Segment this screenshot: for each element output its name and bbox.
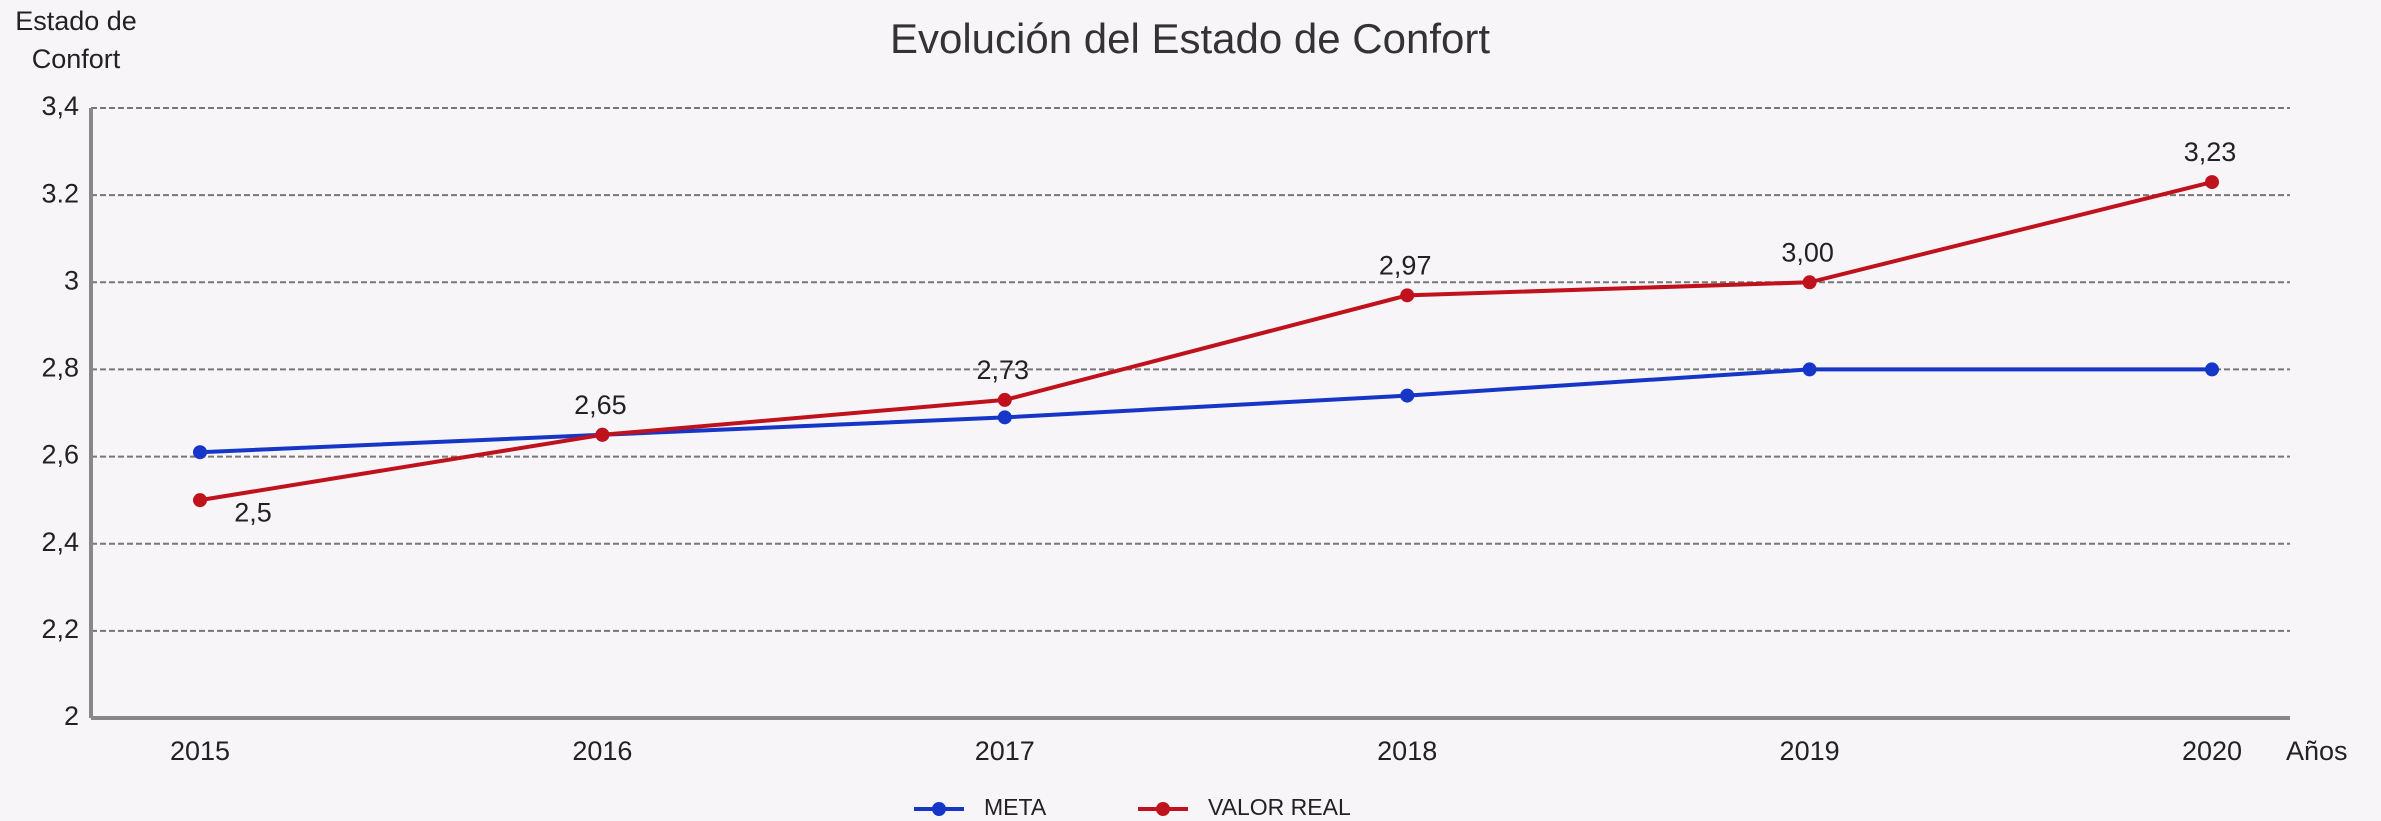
data-label: 2,5 (234, 497, 272, 527)
data-point (997, 392, 1012, 407)
y-tick-label: 2,4 (41, 527, 79, 557)
data-point (1802, 362, 1817, 377)
data-point (193, 493, 207, 508)
x-tick-label: 2018 (1377, 736, 1437, 766)
y-tick-label: 3 (64, 265, 79, 295)
y-tick-label: 2,2 (41, 614, 79, 644)
data-label: 2,97 (1379, 250, 1432, 280)
data-label: 3,23 (2184, 137, 2237, 167)
data-point (1400, 388, 1415, 403)
data-point (2205, 175, 2219, 190)
x-tick-label: 2017 (975, 736, 1035, 766)
data-point (595, 427, 610, 442)
y-tick-label: 2,8 (41, 353, 79, 383)
data-point (1400, 288, 1415, 303)
legend-label: VALOR REAL (1208, 794, 1351, 820)
data-point (193, 445, 207, 460)
x-axis-label: Años (2286, 736, 2348, 766)
x-tick-label: 2015 (170, 736, 230, 766)
legend-marker (932, 802, 946, 816)
series-line (199, 180, 2213, 503)
y-axis-label: Estado de Confort (15, 6, 137, 74)
x-tick-label: 2020 (2182, 736, 2242, 766)
legend-label: META (984, 794, 1047, 820)
data-label: 2,73 (977, 355, 1030, 385)
y-tick-label: 3.2 (41, 178, 79, 208)
data-point (997, 410, 1012, 425)
legend-marker (1156, 802, 1170, 816)
x-tick-label: 2019 (1780, 736, 1840, 766)
chart-title: Evolución del Estado de Confort (890, 15, 1490, 62)
data-point (1802, 275, 1817, 290)
y-tick-label: 3,4 (41, 91, 79, 121)
data-label: 3,00 (1781, 237, 1834, 267)
y-tick-label: 2,6 (41, 440, 79, 470)
series-line (199, 367, 2212, 455)
data-label: 2,65 (574, 390, 627, 420)
x-tick-label: 2016 (572, 736, 632, 766)
data-point (2205, 362, 2219, 377)
y-tick-label: 2 (64, 701, 79, 731)
